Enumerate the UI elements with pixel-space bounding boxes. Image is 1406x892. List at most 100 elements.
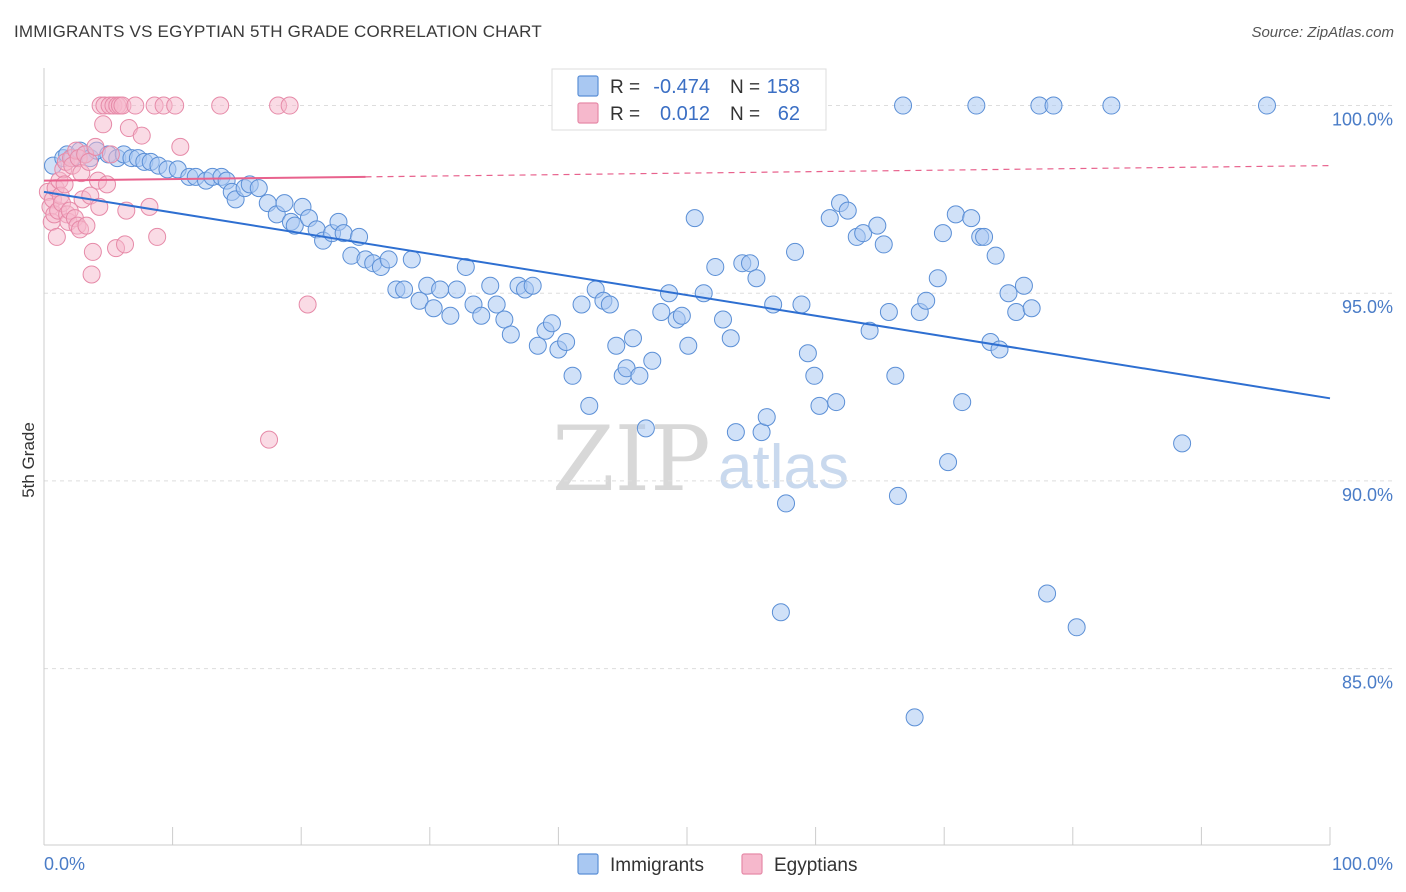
immigrants-point xyxy=(741,254,760,273)
egyptians-point xyxy=(83,242,102,261)
egyptians-point xyxy=(98,175,117,194)
immigrants-point xyxy=(786,242,805,261)
egyptians-point xyxy=(47,227,66,246)
immigrants-point xyxy=(810,396,829,415)
series-legend-egyptians: Egyptians xyxy=(774,855,857,876)
egyptians-point xyxy=(126,96,145,115)
x-tick-label: 100.0% xyxy=(1332,854,1393,874)
immigrants-point xyxy=(528,336,547,355)
legend-n-label-2: N = xyxy=(730,104,760,125)
immigrants-point xyxy=(917,291,936,310)
immigrants-point xyxy=(643,351,662,370)
y-tick-label: 85.0% xyxy=(1342,673,1393,693)
egyptians-point xyxy=(211,96,230,115)
immigrants-point xyxy=(679,336,698,355)
legend-r-value-2: 0.012 xyxy=(660,103,710,125)
immigrants-point xyxy=(501,325,520,344)
immigrants-point xyxy=(962,209,981,228)
egyptians-trend-line xyxy=(43,175,366,182)
immigrants-point xyxy=(747,269,766,288)
immigrants-point xyxy=(572,295,591,314)
immigrants-point xyxy=(798,344,817,363)
immigrants-point xyxy=(999,284,1018,303)
immigrants-point xyxy=(410,291,429,310)
immigrants-point xyxy=(879,302,898,321)
egyptians-point xyxy=(55,175,74,194)
immigrants-point xyxy=(456,257,475,276)
immigrants-point xyxy=(939,453,958,472)
legend-n-label-1: N = xyxy=(730,77,760,98)
immigrants-point xyxy=(854,224,873,243)
immigrants-point xyxy=(714,310,733,329)
egyptians-point xyxy=(94,115,113,134)
series-legend-swatch-immigrants xyxy=(577,853,599,875)
y-tick-label: 90.0% xyxy=(1342,485,1393,505)
immigrants-point xyxy=(600,295,619,314)
egyptians-point xyxy=(298,295,317,314)
immigrants-point xyxy=(685,209,704,228)
immigrants-point xyxy=(820,209,839,228)
immigrants-point xyxy=(1022,299,1041,318)
immigrants-point xyxy=(395,280,414,299)
immigrants-point xyxy=(447,280,466,299)
legend-r-label-1: R = xyxy=(610,77,640,98)
immigrants-point xyxy=(967,96,986,115)
immigrants-point xyxy=(495,310,514,329)
egyptians-point xyxy=(82,265,101,284)
y-tick-label: 100.0% xyxy=(1332,110,1393,130)
immigrants-point xyxy=(706,257,725,276)
immigrants-point xyxy=(249,179,268,198)
immigrants-point xyxy=(481,276,500,295)
immigrants-point xyxy=(275,194,294,213)
immigrants-point xyxy=(472,306,491,325)
egyptians-point xyxy=(132,126,151,145)
immigrants-point xyxy=(630,366,649,385)
egyptians-point xyxy=(166,96,185,115)
immigrants-point xyxy=(726,423,745,442)
y-tick-label: 95.0% xyxy=(1342,297,1393,317)
immigrants-point xyxy=(752,423,771,442)
immigrants-point xyxy=(1173,434,1192,453)
immigrants-point xyxy=(580,396,599,415)
series-legend: Immigrants Egyptians xyxy=(577,853,857,876)
egyptians-point xyxy=(116,235,135,254)
egyptians-point xyxy=(86,137,105,156)
immigrants-point xyxy=(557,333,576,352)
egyptians-point xyxy=(80,152,99,171)
immigrants-point xyxy=(888,486,907,505)
egyptians-point xyxy=(260,430,279,449)
immigrants-point xyxy=(542,314,561,333)
x-tick-label: 0.0% xyxy=(44,854,85,874)
series-legend-swatch-egyptians xyxy=(741,853,763,875)
immigrants-point xyxy=(652,302,671,321)
egyptians-point xyxy=(171,137,190,156)
legend-swatch-immigrants xyxy=(577,75,599,97)
immigrants-point xyxy=(721,329,740,348)
legend-r-value-1: -0.474 xyxy=(653,76,710,98)
immigrants-point xyxy=(285,216,304,235)
y-axis-label: 5th Grade xyxy=(19,422,38,498)
immigrants-point xyxy=(402,250,421,269)
legend-n-value-2: 62 xyxy=(778,103,800,125)
immigrants-point xyxy=(868,216,887,235)
legend-swatch-egyptians xyxy=(577,102,599,124)
source-label: Source: ZipAtlas.com xyxy=(1251,24,1394,41)
immigrants-point xyxy=(1257,96,1276,115)
immigrants-point xyxy=(1044,96,1063,115)
immigrants-point xyxy=(424,299,443,318)
trend-lines xyxy=(43,164,1331,400)
immigrants-point xyxy=(874,235,893,254)
immigrants-point xyxy=(563,366,582,385)
immigrants-point xyxy=(946,205,965,224)
immigrants-point xyxy=(986,246,1005,265)
immigrants-point xyxy=(757,408,776,427)
immigrants-point xyxy=(928,269,947,288)
immigrants-point xyxy=(894,96,913,115)
legend-r-label-2: R = xyxy=(610,104,640,125)
immigrants-point xyxy=(827,393,846,412)
stats-legend: R = -0.474 N = 158 R = 0.012 N = 62 xyxy=(551,68,827,131)
immigrants-point xyxy=(838,201,857,220)
immigrants-point xyxy=(1038,584,1057,603)
egyptians-point xyxy=(101,145,120,164)
